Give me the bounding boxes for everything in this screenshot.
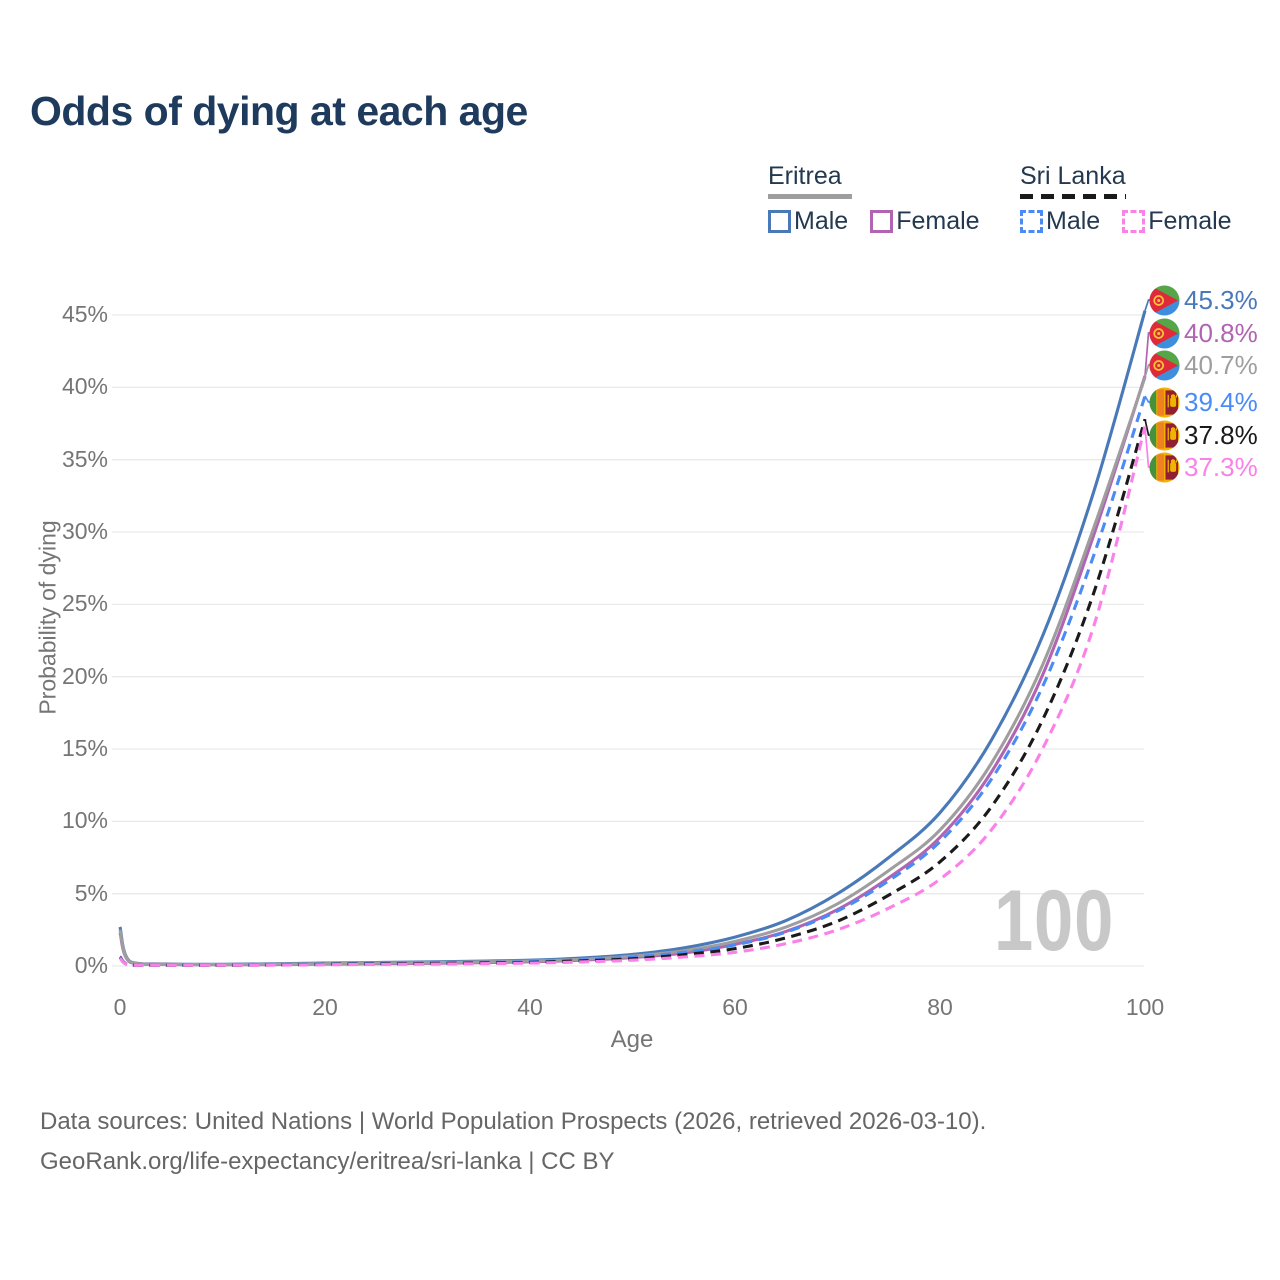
end-value-label: 37.8%: [1184, 419, 1258, 450]
legend-title-eritrea: Eritrea: [768, 162, 842, 190]
end-value-label: 39.4%: [1184, 386, 1258, 417]
legend-group-eritrea: Eritrea Male Female: [768, 162, 1002, 236]
sri-lanka-total-line-swatch: [1020, 194, 1126, 199]
x-tick-label: 0: [113, 994, 127, 1020]
x-tick-label: 100: [1125, 994, 1165, 1020]
sri-lanka-male-swatch: [1020, 210, 1043, 233]
y-tick-label: 25%: [61, 590, 108, 617]
sri-lanka-flag-icon: [1149, 451, 1180, 483]
y-axis-title: Probability of dying: [34, 520, 61, 715]
callout-eritrea-female: 40.8%: [1149, 317, 1258, 349]
end-value-label: 40.8%: [1184, 317, 1258, 348]
watermark-age-100: 100: [994, 873, 1115, 969]
attribution-line: GeoRank.org/life-expectancy/eritrea/sri-…: [40, 1148, 615, 1175]
y-tick-label: 15%: [61, 735, 108, 761]
y-tick-label: 40%: [61, 373, 108, 400]
eritrea-flag-icon: [1149, 317, 1180, 349]
legend-group-sri-lanka: Sri Lanka Male Female: [1020, 162, 1254, 236]
eritrea-female-swatch: [870, 210, 894, 233]
callout-sri-lanka-female: 37.3%: [1149, 451, 1258, 483]
y-tick-label: 20%: [61, 662, 108, 689]
end-value-label: 45.3%: [1184, 284, 1258, 315]
page-title: Odds of dying at each age: [30, 88, 528, 134]
y-tick-label: 45%: [61, 301, 108, 328]
callout-sri-lanka-male: 39.4%: [1149, 386, 1258, 418]
sri-lanka-flag-icon: [1149, 419, 1180, 451]
end-value-label: 37.3%: [1184, 451, 1258, 482]
x-tick-label: 20: [312, 994, 338, 1020]
y-tick-label: 10%: [61, 807, 108, 834]
end-value-label: 40.7%: [1184, 349, 1258, 380]
y-tick-label: 30%: [61, 518, 108, 545]
x-tick-label: 60: [722, 994, 748, 1020]
callout-sri-lanka-total: 37.8%: [1149, 419, 1258, 451]
data-source-line: Data sources: United Nations | World Pop…: [40, 1108, 987, 1135]
x-axis-title: Age: [610, 1026, 654, 1053]
y-tick-label: 35%: [61, 445, 108, 472]
sri-lanka-flag-icon: [1149, 386, 1180, 418]
x-tick-label: 40: [517, 994, 543, 1020]
y-tick-label: 0%: [74, 952, 108, 978]
legend-label-sri-lanka-female: Female: [1148, 207, 1232, 235]
eritrea-male-swatch: [768, 210, 791, 233]
callout-eritrea-male: 45.3%: [1149, 284, 1258, 316]
legend-label-sri-lanka-male: Male: [1046, 207, 1101, 235]
callout-eritrea-total: 40.7%: [1149, 349, 1258, 381]
sri-lanka-female-swatch: [1122, 210, 1146, 233]
legend-title-sri-lanka: Sri Lanka: [1020, 162, 1126, 190]
legend-label-eritrea-male: Male: [794, 207, 849, 235]
x-tick-label: 80: [927, 994, 953, 1020]
eritrea-total-line-swatch: [768, 194, 852, 199]
y-tick-label: 5%: [74, 879, 108, 906]
eritrea-flag-icon: [1149, 349, 1180, 381]
legend-label-eritrea-female: Female: [896, 207, 980, 235]
eritrea-flag-icon: [1149, 284, 1180, 316]
